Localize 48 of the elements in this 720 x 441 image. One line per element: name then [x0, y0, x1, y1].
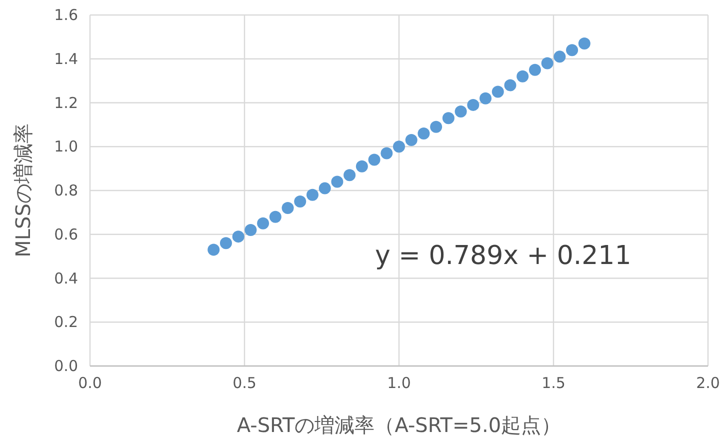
y-tick-label: 1.2 — [54, 94, 78, 112]
point — [269, 210, 282, 223]
point — [344, 169, 356, 182]
point — [232, 230, 244, 243]
point — [541, 57, 554, 70]
x-tick-label: 1.5 — [542, 374, 566, 392]
y-tick-label: 1.0 — [54, 138, 78, 156]
point — [566, 44, 578, 56]
y-tick-label: 0.2 — [54, 313, 78, 332]
y-tick-label: 0.8 — [54, 182, 78, 200]
point — [578, 38, 590, 50]
point — [294, 195, 306, 208]
x-tick-label: 0.0 — [78, 374, 102, 392]
point — [516, 70, 529, 82]
point — [480, 92, 492, 104]
point — [331, 176, 344, 188]
point — [418, 127, 430, 140]
y-tick-label: 0.6 — [54, 225, 78, 244]
y-tick-label: 1.4 — [54, 50, 78, 68]
point — [306, 188, 318, 201]
point — [492, 86, 504, 98]
x-tick-label: 0.5 — [232, 374, 256, 392]
point — [442, 112, 454, 124]
x-tick-label: 2.0 — [696, 374, 720, 392]
point — [528, 64, 541, 76]
annotation: y = 0.789x + 0.211 — [375, 241, 632, 271]
point — [380, 147, 393, 160]
point — [318, 182, 331, 194]
y-tick-label: 1.6 — [54, 6, 78, 24]
point — [208, 244, 220, 256]
point — [257, 217, 270, 230]
point — [282, 202, 294, 214]
point — [454, 106, 467, 118]
y-tick-label: 0.4 — [54, 269, 78, 288]
point — [504, 79, 516, 92]
point — [244, 224, 257, 236]
point — [430, 120, 442, 133]
y-tick-label: 0.0 — [54, 357, 78, 375]
point — [554, 50, 566, 63]
point — [220, 237, 232, 250]
point — [405, 134, 418, 146]
x-axis-title: A-SRTの増減率（A-SRT=5.0起点） — [236, 413, 562, 437]
point — [368, 154, 380, 166]
point — [393, 140, 405, 153]
y-axis-title: MLSSの増減率 — [11, 124, 35, 258]
point — [467, 98, 480, 111]
x-tick-label: 1.0 — [387, 374, 411, 392]
point — [356, 160, 368, 172]
